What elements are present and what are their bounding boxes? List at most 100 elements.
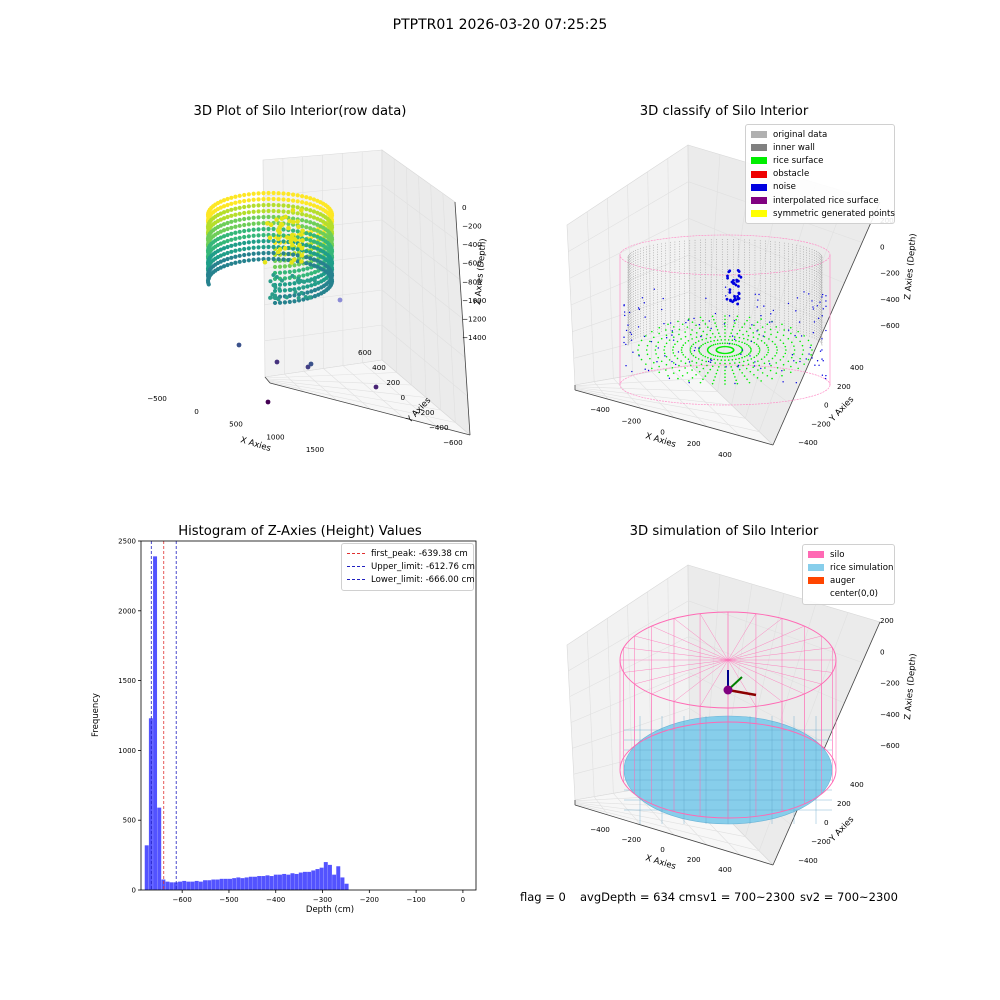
raw-point (308, 196, 313, 201)
raw-point (295, 247, 300, 252)
noise-point (674, 363, 677, 366)
simulation-z-tick: 200 (880, 616, 894, 625)
rice-surface-point (782, 342, 785, 345)
rice-surface-point (702, 378, 704, 381)
rice-surface-point (646, 344, 649, 347)
rice-surface-point (719, 362, 721, 365)
rice-surface-point (760, 318, 762, 320)
raw-point (237, 211, 242, 216)
rice-surface-point (687, 340, 690, 342)
rice-surface-point (735, 339, 737, 342)
rice-surface-point (677, 377, 679, 380)
legend-line-swatch (347, 566, 365, 568)
raw-point (225, 208, 230, 214)
raw-point (266, 196, 271, 202)
noise-point (794, 334, 796, 337)
silo-roof-wire (634, 635, 729, 661)
raw-point (277, 270, 283, 275)
rice-surface-point (691, 321, 694, 323)
raw-point (251, 227, 256, 232)
legend-item: rice surface (751, 154, 889, 167)
rice-surface-point (753, 373, 755, 376)
raw-point (221, 258, 227, 263)
rice-surface-point (710, 340, 712, 343)
rice-surface-point (783, 329, 785, 331)
histogram-bar (190, 881, 195, 890)
legend-swatch (808, 564, 824, 572)
noise-point (726, 276, 729, 280)
raw-point (311, 245, 317, 250)
raw-x-tick: 500 (229, 420, 243, 429)
raw-point (237, 253, 242, 258)
rice-surface-point (752, 366, 755, 368)
raw-point (300, 200, 305, 205)
rice-surface-point (687, 358, 690, 360)
histogram-bar (298, 872, 303, 890)
noise-point (710, 327, 712, 330)
rice-surface-point (680, 349, 683, 351)
rice-surface-point (680, 360, 682, 362)
rice-surface-point (774, 354, 776, 357)
rice-surface-point (724, 383, 726, 385)
noise-point (768, 321, 771, 323)
noise-point (787, 302, 790, 305)
rice-surface-point (741, 326, 743, 328)
rice-surface-point (699, 352, 701, 354)
rice-surface-point (663, 352, 666, 355)
histogram-bar (157, 807, 162, 890)
raw-point (266, 244, 271, 250)
histogram-bars (144, 556, 349, 890)
raw-point (299, 259, 304, 264)
histogram-bar (219, 878, 224, 890)
noise-point (799, 360, 801, 363)
raw-point (271, 208, 276, 214)
noise-point (725, 366, 727, 368)
raw-point (287, 269, 292, 274)
rice-surface-point (691, 377, 694, 379)
raw-point (225, 250, 230, 256)
histogram-chart[interactable]: −600 −500 −400 −300 −200 −100 0 0 500 1000 1500 200… (80, 530, 490, 920)
raw-point (229, 207, 234, 212)
raw-point (304, 213, 309, 218)
raw-point (261, 221, 266, 226)
raw-point (251, 251, 256, 256)
silo-roof-wire (727, 635, 822, 661)
histogram-bar (248, 876, 253, 890)
raw-point (296, 286, 302, 291)
noise-point (726, 274, 729, 278)
rice-surface-point (716, 358, 719, 361)
raw-point (221, 198, 227, 203)
noise-point (754, 361, 756, 363)
raw-point (290, 273, 295, 278)
rice-surface-point (655, 353, 657, 355)
raw-point (242, 258, 247, 264)
rice-surface-point (695, 373, 697, 376)
raw-z-tick: −800 (462, 277, 482, 286)
raw-3d-plot[interactable]: −5000500100015006004002000−200−400−6000−… (120, 125, 500, 475)
rice-surface-point (734, 376, 736, 378)
simulation-3d-plot[interactable]: −400 −200 0 200 400 400 200 0 −200 −400 200 0 −200 −4… (545, 545, 925, 885)
raw-point (281, 209, 286, 214)
rice-surface-point (709, 345, 712, 348)
noise-point (749, 355, 751, 357)
noise-point (663, 322, 665, 325)
legend-label: noise (773, 182, 796, 193)
silo-roof-wire (623, 659, 729, 673)
rice-surface-point (738, 345, 741, 348)
simulation-x-tick: −200 (621, 835, 641, 844)
histogram-bar (236, 877, 241, 890)
rice-surface-point (665, 329, 667, 331)
histogram-x-tick: −300 (313, 896, 332, 904)
rice-surface-point (684, 362, 687, 365)
noise-point (725, 295, 727, 297)
rice-surface-point (719, 342, 721, 345)
rice-surface-point (665, 369, 667, 371)
raw-point (266, 208, 271, 214)
noise-point (825, 329, 827, 332)
raw-point (308, 226, 313, 231)
raw-point (268, 222, 274, 228)
noise-point (733, 320, 736, 322)
simulation-legend: silo rice simulation auger center(0,0) (802, 544, 895, 605)
rice-surface-point (748, 381, 751, 384)
histogram-bar (282, 873, 287, 890)
